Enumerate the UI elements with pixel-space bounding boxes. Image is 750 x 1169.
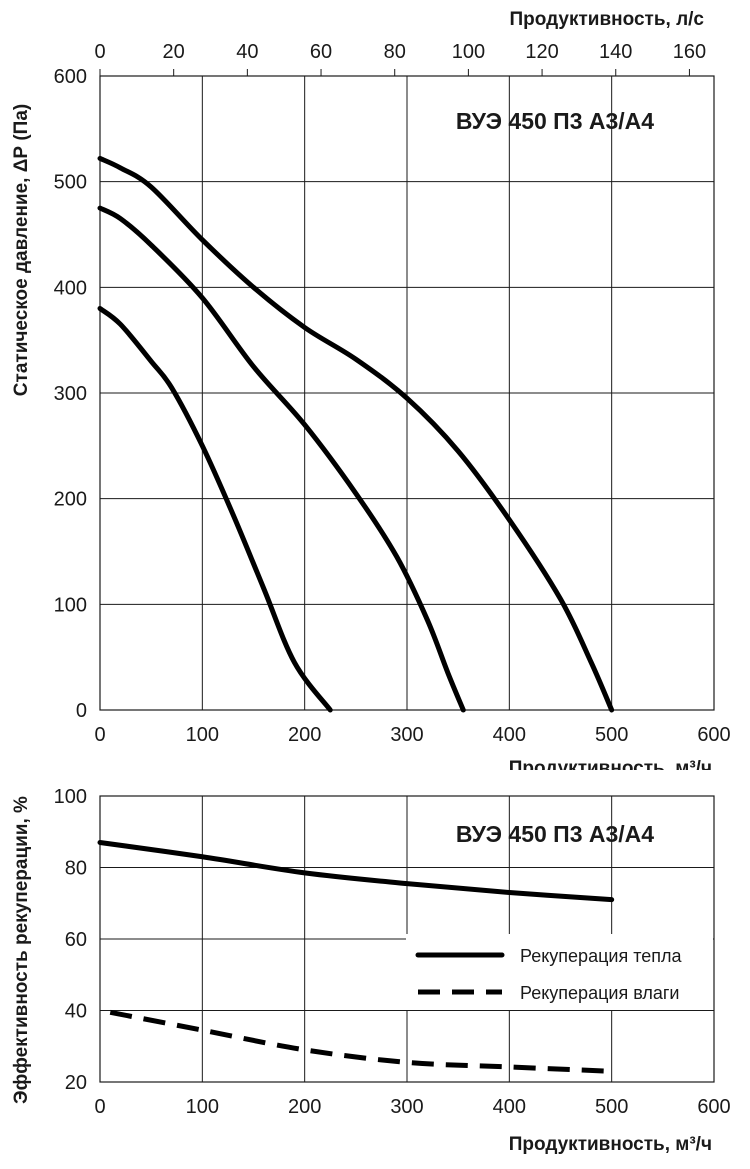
efficiency-x-tick-label: 500 — [595, 1096, 628, 1118]
pressure-x-axis-label: Продуктивность, м³/ч — [509, 758, 712, 770]
pressure-x2-tick-label: 20 — [163, 41, 185, 63]
efficiency-chart: Рекуперация тепла Рекуперация влаги 0 100… — [11, 786, 731, 1155]
efficiency-chart-title: ВУЭ 450 П3 А3/А4 — [456, 821, 654, 847]
efficiency-series-0-line — [97, 839, 615, 903]
pressure-y-tick-label: 0 — [76, 700, 87, 722]
efficiency-y-tick-label: 20 — [65, 1072, 87, 1094]
pressure-x2-tick-label: 160 — [673, 41, 706, 63]
efficiency-y-tick-label: 100 — [54, 786, 87, 808]
pressure-y-tick-label: 300 — [54, 383, 87, 405]
pressure-y-tick-label: 100 — [54, 594, 87, 616]
pressure-y-axis-label: Статическое давление, ΔР (Па) — [11, 104, 32, 396]
pressure-series-1-line — [97, 205, 466, 713]
efficiency-x-tick-label: 100 — [186, 1096, 219, 1118]
pressure-y-tick-label: 500 — [54, 172, 87, 194]
efficiency-x-tick-label: 0 — [94, 1096, 105, 1118]
pressure-chart-title: ВУЭ 450 П3 А3/А4 — [456, 108, 654, 134]
efficiency-x-tick-label: 200 — [288, 1096, 321, 1118]
pressure-x-tick-label: 0 — [94, 724, 105, 746]
pressure-x-tick-label: 300 — [390, 724, 423, 746]
pressure-y-tick-label: 200 — [54, 489, 87, 511]
pressure-x-tick-label: 200 — [288, 724, 321, 746]
efficiency-y-tick-label: 80 — [65, 858, 87, 880]
pressure-y-tick-label: 400 — [54, 277, 87, 299]
pressure-x-tick-label: 600 — [697, 724, 730, 746]
efficiency-x-tick-label: 300 — [390, 1096, 423, 1118]
efficiency-plot-frame — [99, 795, 715, 1083]
legend-label-moisture: Рекуперация влаги — [520, 983, 679, 1003]
legend-label-heat: Рекуперация тепла — [520, 946, 682, 966]
pressure-x2-tick-label: 80 — [384, 41, 406, 63]
pressure-plot-frame — [99, 75, 715, 711]
pressure-x2-tick-label: 120 — [525, 41, 558, 63]
efficiency-y-axis-label: Эффективность рекуперации, % — [11, 796, 32, 1104]
efficiency-x-tick-label: 600 — [697, 1096, 730, 1118]
pressure-x2-tick-label: 60 — [310, 41, 332, 63]
efficiency-x-axis-label: Продуктивность, м³/ч — [509, 1134, 712, 1155]
pressure-x-tick-label: 100 — [186, 724, 219, 746]
pressure-x2-tick-label: 0 — [94, 41, 105, 63]
pressure-chart: 0 100 200 300 400 500 600 0 20 40 60 80 100 120 140 16… — [11, 9, 731, 770]
pressure-x2-tick-label: 40 — [236, 41, 258, 63]
pressure-series-2-line — [97, 155, 615, 713]
efficiency-series-1-line — [109, 1009, 612, 1074]
efficiency-x-tick-label: 400 — [493, 1096, 526, 1118]
efficiency-y-tick-label: 40 — [65, 1001, 87, 1023]
pressure-x-tick-label: 400 — [493, 724, 526, 746]
pressure-y-tick-label: 600 — [54, 66, 87, 88]
pressure-top-axis-label: Продуктивность, л/с — [509, 9, 704, 30]
pressure-x2-tick-label: 140 — [599, 41, 632, 63]
legend-box — [406, 934, 713, 1010]
pressure-series-0-line — [97, 305, 333, 713]
pressure-x-tick-label: 500 — [595, 724, 628, 746]
efficiency-y-tick-label: 60 — [65, 929, 87, 951]
pressure-x2-tick-label: 100 — [452, 41, 485, 63]
